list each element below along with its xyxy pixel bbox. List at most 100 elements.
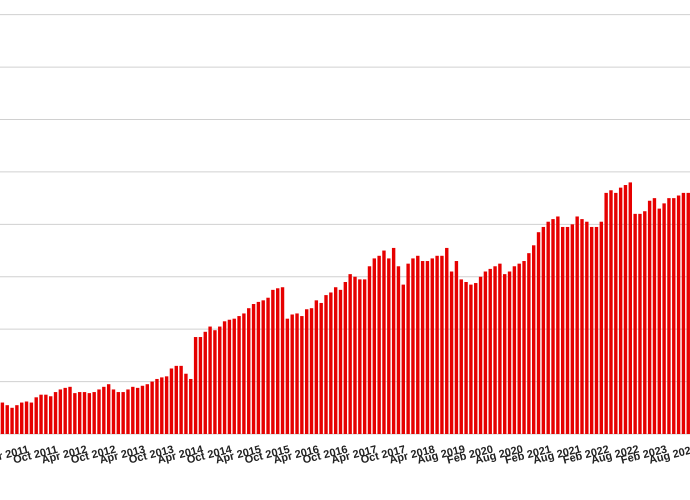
bar	[445, 247, 449, 434]
bar	[614, 192, 618, 434]
bar	[111, 389, 116, 434]
bar	[106, 384, 111, 434]
bar	[237, 316, 241, 434]
bar	[203, 331, 207, 434]
bar	[309, 308, 314, 434]
bar	[338, 289, 343, 434]
bar	[164, 376, 169, 434]
bar	[116, 392, 121, 434]
bar	[672, 198, 676, 434]
bar	[343, 281, 348, 434]
bar	[256, 301, 261, 434]
bar	[536, 232, 541, 434]
bar	[638, 213, 642, 434]
bar	[512, 266, 517, 434]
bar	[628, 182, 632, 434]
bar	[193, 337, 198, 434]
bar	[464, 281, 468, 434]
bar	[503, 274, 507, 434]
bar	[92, 392, 96, 434]
bar	[102, 386, 106, 434]
bar	[353, 276, 357, 434]
bar	[140, 385, 145, 434]
bar	[435, 255, 439, 434]
bar	[551, 219, 555, 434]
bar	[570, 224, 575, 434]
bar	[82, 392, 87, 434]
bar	[488, 268, 492, 434]
bar	[251, 304, 256, 434]
bar	[97, 389, 101, 434]
bar	[348, 274, 352, 434]
bar	[681, 192, 686, 434]
bar	[121, 392, 125, 434]
bar	[401, 284, 405, 434]
bar	[218, 326, 222, 434]
bar	[367, 266, 372, 434]
bar	[304, 309, 309, 434]
bar	[169, 368, 174, 434]
bar	[280, 287, 285, 434]
bar	[49, 396, 53, 434]
bar	[643, 211, 647, 434]
bar	[295, 313, 299, 434]
bar	[411, 258, 415, 434]
bar	[657, 208, 661, 434]
bar	[372, 258, 377, 434]
bar	[290, 314, 294, 434]
bar	[449, 271, 454, 434]
bar	[454, 261, 459, 434]
bar	[440, 255, 444, 434]
bar	[314, 300, 319, 434]
bar	[242, 313, 246, 434]
bar	[324, 295, 328, 434]
bar	[276, 288, 280, 434]
bar	[333, 287, 338, 434]
bar	[556, 216, 560, 434]
bar	[599, 221, 604, 434]
bar	[174, 365, 178, 434]
bar	[391, 247, 396, 434]
bar	[459, 279, 463, 434]
bar	[387, 258, 391, 434]
bar	[420, 261, 425, 434]
bar	[585, 221, 589, 434]
bar	[604, 192, 608, 434]
bar	[44, 394, 48, 434]
bar	[676, 195, 681, 434]
bar	[319, 302, 323, 434]
bar	[20, 402, 24, 434]
bar	[686, 192, 690, 434]
bar	[73, 393, 77, 434]
bar	[478, 276, 483, 434]
bar	[430, 258, 434, 434]
bar	[406, 263, 410, 434]
bar	[565, 226, 570, 434]
bar	[155, 378, 159, 434]
bar	[425, 261, 430, 434]
bar	[580, 219, 584, 434]
bar	[377, 255, 381, 434]
bar	[662, 203, 666, 434]
bar	[396, 266, 401, 434]
bar	[261, 300, 265, 434]
bar	[618, 187, 623, 434]
bar	[633, 213, 637, 434]
bar	[87, 393, 92, 434]
bar	[189, 378, 193, 434]
bar	[135, 387, 140, 434]
bar	[208, 326, 212, 434]
bar	[647, 200, 652, 434]
bar	[68, 386, 72, 434]
bar	[131, 386, 135, 434]
bar	[34, 397, 38, 434]
bar	[232, 318, 236, 434]
bar	[382, 250, 386, 434]
bar	[416, 255, 420, 434]
bar	[150, 381, 154, 434]
bar	[145, 384, 149, 434]
bar	[362, 279, 367, 434]
bar	[532, 245, 536, 434]
bar	[493, 266, 497, 434]
